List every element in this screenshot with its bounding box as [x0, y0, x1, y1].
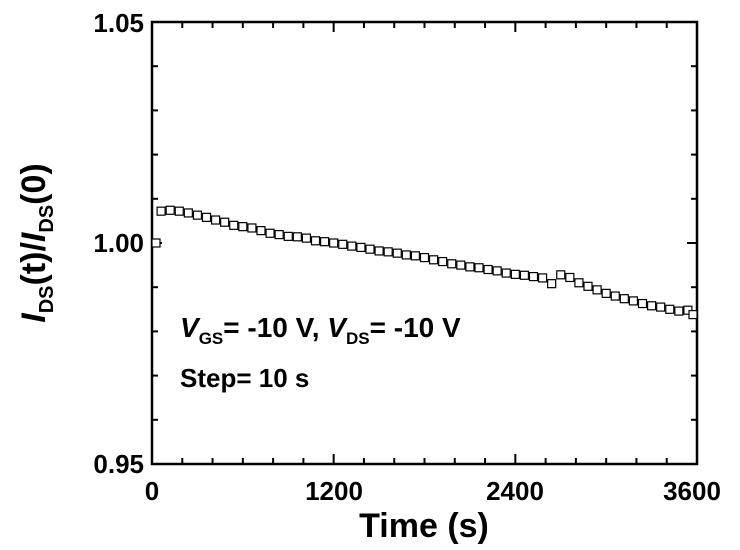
- data-point: [501, 268, 511, 278]
- data-point: [338, 239, 348, 249]
- data-point: [492, 266, 502, 276]
- data-point: [419, 252, 430, 263]
- bias-annotation: VGS= -10 V, VDS= -10 V: [180, 312, 461, 348]
- anno-v2: V: [327, 312, 348, 343]
- axis-ticks: [151, 21, 698, 465]
- data-point: [447, 259, 457, 269]
- data-point: [201, 212, 212, 222]
- y-tick-label-0: 0.95: [93, 449, 144, 479]
- data-point: [151, 238, 161, 248]
- data-point: [528, 271, 539, 282]
- data-point: [365, 244, 375, 254]
- anno-gs: GS: [199, 329, 224, 348]
- data-point: [565, 272, 575, 283]
- data-point: [656, 302, 666, 312]
- x-tick-label-1: 1200: [305, 476, 363, 506]
- data-point: [610, 291, 620, 301]
- data-point: [428, 255, 439, 265]
- plot-frame: [150, 20, 699, 466]
- y-tick-label-1: 1.00: [93, 228, 144, 258]
- data-point: [310, 236, 321, 246]
- anno-eq1: = -10 V,: [223, 312, 327, 343]
- data-point: [238, 222, 248, 232]
- data-point: [383, 247, 393, 257]
- data-point: [665, 304, 675, 314]
- data-point: [574, 278, 584, 288]
- data-point: [619, 294, 629, 304]
- data-point: [183, 208, 193, 218]
- data-point: [256, 226, 266, 236]
- data-point: [392, 248, 402, 258]
- x-tick-label-2: 2400: [486, 476, 544, 506]
- y-title-sub1: DS: [36, 285, 58, 313]
- y-title-sub2: DS: [36, 205, 58, 233]
- data-point: [156, 206, 166, 216]
- data-point: [510, 269, 520, 279]
- data-point: [601, 288, 611, 298]
- data-point: [556, 270, 566, 280]
- data-point: [410, 251, 421, 261]
- data-point: [537, 273, 548, 283]
- x-tick-label-3: 3600: [663, 476, 721, 506]
- anno-v1: V: [180, 312, 201, 343]
- data-point: [688, 310, 698, 320]
- anno-ds: DS: [346, 329, 370, 348]
- x-tick-label-0: 0: [145, 476, 159, 506]
- data-point: [356, 242, 366, 253]
- data-point: [174, 206, 184, 216]
- step-annotation: Step= 10 s: [180, 363, 309, 393]
- data-point: [547, 279, 557, 289]
- data-point: [292, 232, 302, 242]
- data-point: [192, 210, 203, 220]
- data-point: [674, 306, 684, 316]
- data-point: [646, 301, 657, 311]
- data-point: [265, 228, 275, 238]
- y-title-i2: I: [15, 231, 53, 242]
- data-point: [374, 246, 384, 256]
- data-point: [229, 220, 239, 230]
- y-axis-title: IDS(t)/IDS(0): [15, 163, 58, 322]
- y-tick-label-2: 1.05: [93, 8, 144, 38]
- data-point: [401, 250, 411, 260]
- data-point: [301, 233, 312, 243]
- data-point: [274, 230, 284, 240]
- anno-eq2: = -10 V: [370, 312, 461, 343]
- data-point: [483, 264, 493, 275]
- data-point: [474, 263, 484, 273]
- data-point: [583, 281, 593, 291]
- data-points: [151, 205, 698, 320]
- data-point: [637, 298, 648, 309]
- data-point: [210, 215, 221, 225]
- data-point: [283, 231, 293, 241]
- data-point: [519, 270, 530, 280]
- y-title-end: (0): [15, 163, 53, 205]
- data-point: [319, 237, 330, 247]
- data-point: [592, 285, 602, 295]
- data-point: [465, 262, 475, 272]
- data-point: [329, 238, 339, 248]
- y-title-mid: (t)/: [15, 242, 53, 286]
- data-point: [247, 223, 257, 233]
- data-point: [347, 241, 357, 251]
- y-title-i1: I: [15, 312, 53, 323]
- data-point: [165, 205, 175, 215]
- data-point: [628, 296, 639, 306]
- data-point: [438, 256, 448, 267]
- data-point: [220, 217, 230, 227]
- data-point: [456, 260, 466, 270]
- x-axis-title: Time (s): [359, 507, 489, 545]
